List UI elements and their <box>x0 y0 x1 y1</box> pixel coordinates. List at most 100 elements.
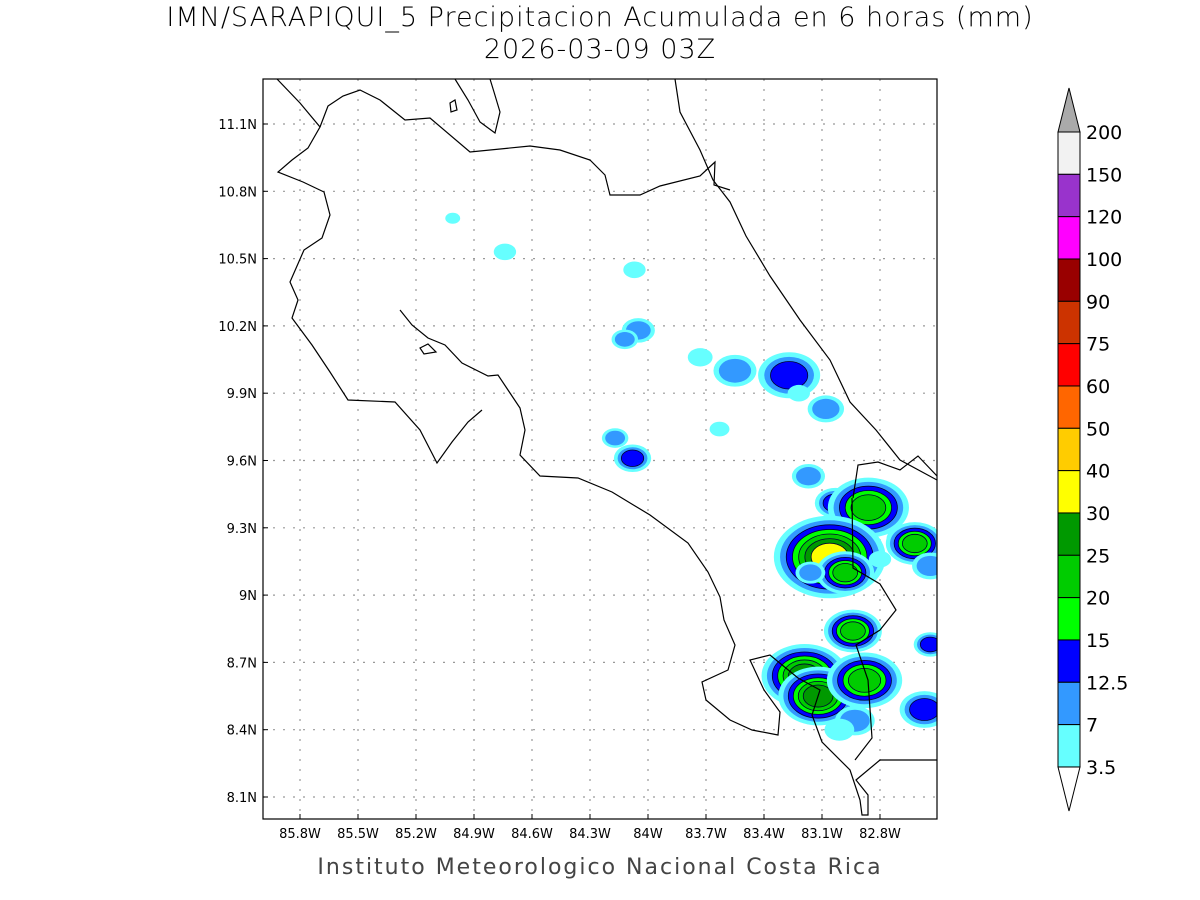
colorbar-box <box>1057 258 1081 302</box>
lat-tick-label: 8.4N <box>227 724 257 739</box>
lon-tick-label: 82.8W <box>859 827 901 842</box>
lon-tick-label: 84.3W <box>569 827 611 842</box>
colorbar-label: 120 <box>1086 207 1122 229</box>
colorbar-label: 20 <box>1086 588 1110 610</box>
colorbar-box <box>1057 343 1081 387</box>
lat-tick-label: 11.1N <box>218 118 257 133</box>
rain-contour-level-0 <box>623 261 646 279</box>
chart-title: IMN/SARAPIQUI_5 Precipitacion Acumulada … <box>166 2 1034 33</box>
colorbar-box <box>1057 385 1081 429</box>
colorbar-label: 7 <box>1086 715 1098 737</box>
colorbar-label: 60 <box>1086 376 1110 398</box>
colorbar-label: 100 <box>1086 249 1122 271</box>
rain-contour-level-2 <box>919 636 937 653</box>
rain-contour-level-0 <box>709 421 730 437</box>
rain-contour-level-1 <box>718 358 752 383</box>
lon-tick-label: 84.9W <box>453 827 495 842</box>
lat-tick-label: 9N <box>239 589 257 604</box>
rain-contour-level-1 <box>799 564 822 581</box>
lon-tick-label: 83.1W <box>801 827 843 842</box>
colorbar-box <box>1057 216 1081 260</box>
lat-tick-label: 9.3N <box>227 522 257 537</box>
rain-contour-level-4 <box>840 621 866 641</box>
chart-subtitle: 2026-03-09 03Z <box>483 34 717 65</box>
lon-tick-label: 85.2W <box>395 827 437 842</box>
pacific-coast-north <box>276 79 483 465</box>
colorbar-label: 30 <box>1086 503 1110 525</box>
rain-contour-level-1 <box>916 555 937 577</box>
rain-contour-level-1 <box>614 332 635 347</box>
rain-contour-level-4 <box>832 563 859 583</box>
bocas-coast <box>852 455 937 499</box>
rain-cell <box>816 551 875 595</box>
rain-contour-level-1 <box>812 398 840 419</box>
rain-cell <box>899 691 937 728</box>
colorbar-label: 200 <box>1086 122 1122 144</box>
colorbar-box <box>1057 173 1081 218</box>
rain-cell <box>623 261 646 279</box>
rain-contour-level-4 <box>847 668 882 693</box>
coastline <box>276 79 937 816</box>
gulf-nicoya-coast <box>399 309 937 816</box>
lat-tick-label: 8.7N <box>227 656 257 671</box>
rain-cell <box>912 552 937 580</box>
map-frame <box>262 78 938 820</box>
rain-cell <box>885 522 937 565</box>
lon-tick-label: 85.5W <box>337 827 379 842</box>
nicaragua-border <box>319 89 731 196</box>
rain-cell <box>713 354 757 387</box>
rain-cell <box>795 561 826 584</box>
rain-cell <box>913 632 937 657</box>
colorbar-box <box>1057 300 1081 345</box>
lon-tick-label: 84.6W <box>511 827 553 842</box>
lat-tick-label: 10.5N <box>218 253 257 268</box>
rain-cell <box>445 212 461 224</box>
caribbean-coast <box>674 79 937 481</box>
colorbar-box <box>1057 512 1081 556</box>
colorbar: 200 150 120 100 90 75 60 50 40 30 25 20 15 12.5 7 3.5 <box>1057 87 1128 812</box>
lon-tick-label: 83.4W <box>743 827 785 842</box>
rain-contour-level-4 <box>850 494 887 521</box>
rain-cell <box>823 609 882 653</box>
panama-border <box>851 497 897 761</box>
rain-cell <box>611 329 639 350</box>
rain-cell <box>613 444 652 473</box>
rain-contour-level-4 <box>901 533 928 554</box>
colorbar-box <box>1057 681 1081 726</box>
colorbar-box <box>1057 724 1081 768</box>
rain-cell <box>493 243 517 261</box>
rain-contour-level-1 <box>605 430 626 446</box>
rain-contour-level-0 <box>493 243 517 261</box>
rain-cell <box>787 384 810 402</box>
lat-tick-label: 10.2N <box>218 320 257 335</box>
rain-contour-level-0 <box>445 212 461 224</box>
rain-cell <box>791 463 826 489</box>
colorbar-box <box>1057 427 1081 472</box>
credit-text: Instituto Meteorologico Nacional Costa R… <box>317 855 883 880</box>
precipitation-field <box>445 212 937 741</box>
rain-contour-level-2 <box>770 361 809 390</box>
rain-cell <box>709 421 730 437</box>
colorbar-label: 75 <box>1086 334 1110 356</box>
rain-contour-level-2 <box>620 449 645 467</box>
colorbar-label: 90 <box>1086 291 1110 313</box>
colorbar-under-triangle <box>1057 766 1081 812</box>
lon-tick-label: 84W <box>633 827 663 842</box>
colorbar-box <box>1057 597 1081 641</box>
colorbar-over-triangle <box>1057 87 1081 133</box>
colorbar-box <box>1057 554 1081 599</box>
colorbar-label: 3.5 <box>1086 757 1116 779</box>
lat-tick-label: 9.9N <box>227 387 257 402</box>
rain-contour-level-1 <box>796 467 821 486</box>
colorbar-label: 15 <box>1086 630 1110 652</box>
rain-cell <box>601 428 629 448</box>
rain-contour-level-0 <box>787 384 810 402</box>
lat-tick-label: 8.1N <box>227 791 257 806</box>
lat-tick-label: 9.6N <box>227 454 257 469</box>
rain-contour-level-2 <box>909 698 937 721</box>
rain-cell <box>807 395 845 423</box>
colorbar-label: 12.5 <box>1086 672 1128 694</box>
colorbar-box <box>1057 639 1081 683</box>
axis-ticks: 85.8W 85.5W 85.2W 84.9W 84.6W 84.3W 84W 83.7W 83… <box>218 118 901 842</box>
